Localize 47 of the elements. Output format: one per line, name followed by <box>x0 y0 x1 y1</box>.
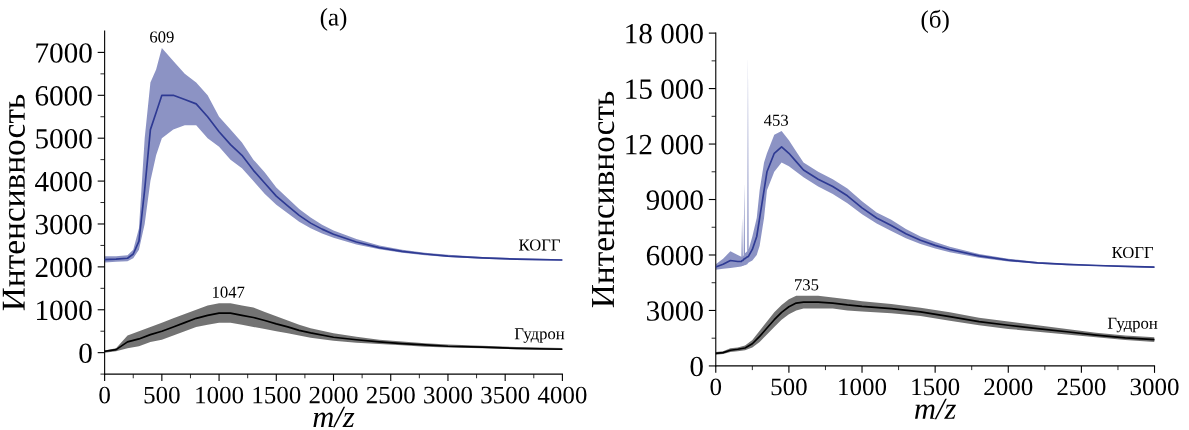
x-tick-label: 3000 <box>424 386 472 404</box>
annotation: 1047 <box>213 286 245 298</box>
y-tick-label: 6000 <box>35 86 92 106</box>
y-tick-label: 6000 <box>646 245 703 266</box>
y-tick-label: 0 <box>690 356 703 377</box>
series-label: Гудрон <box>1107 317 1158 333</box>
x-tick-label: 0 <box>710 378 722 396</box>
chart-title: (б) <box>921 9 949 33</box>
series-label: Гудрон <box>514 328 565 343</box>
x-tick-label: 3000 <box>1130 378 1179 396</box>
y-tick-label: 5000 <box>36 128 92 149</box>
chart-title: (а) <box>320 8 347 31</box>
y-axis-title: Интенсивность <box>2 94 25 311</box>
x-tick-label: 0 <box>99 386 110 404</box>
x-tick-label: 1500 <box>912 378 960 396</box>
annotation: 609 <box>150 31 174 43</box>
x-axis-title: m/z <box>313 406 355 428</box>
annotation: 735 <box>795 279 819 291</box>
y-tick-label: 18 000 <box>626 23 703 44</box>
x-tick-label: 2000 <box>984 378 1033 396</box>
y-tick-label: 2000 <box>35 257 92 278</box>
x-tick-label: 1500 <box>253 386 301 404</box>
annotation: 453 <box>764 114 789 126</box>
y-tick-label: 7000 <box>36 43 92 63</box>
x-axis-title: m/z <box>915 398 956 420</box>
line-series <box>104 94 563 261</box>
x-tick-label: 1000 <box>196 386 244 404</box>
x-tick-label: 2000 <box>309 386 358 404</box>
y-tick-label: 0 <box>79 343 92 364</box>
y-tick-label: 3000 <box>647 301 703 321</box>
y-tick-label: 12 000 <box>626 134 703 155</box>
y-tick-label: 9000 <box>646 190 703 210</box>
x-tick-label: 3500 <box>481 386 530 404</box>
y-axis-title: Интенсивность <box>592 91 615 308</box>
x-tick-label: 500 <box>771 378 807 396</box>
y-tick-label: 4000 <box>35 171 92 192</box>
x-tick-label: 2500 <box>1057 378 1106 396</box>
x-tick-label: 500 <box>144 386 180 404</box>
line-series <box>715 145 1155 269</box>
y-tick-label: 1000 <box>37 300 92 321</box>
x-tick-label: 1000 <box>839 378 887 396</box>
y-tick-label: 3000 <box>35 214 92 235</box>
series-label: КОГГ <box>518 239 560 251</box>
y-tick-label: 15 000 <box>626 79 703 99</box>
x-tick-label: 4000 <box>537 386 587 404</box>
series-label: КОГГ <box>1112 246 1154 259</box>
x-tick-label: 2500 <box>366 386 415 404</box>
